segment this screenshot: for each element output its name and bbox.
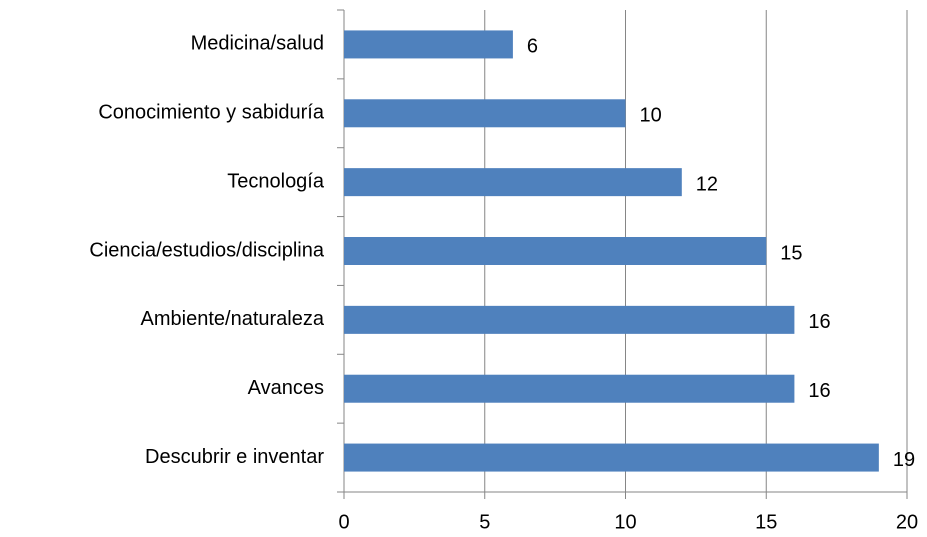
y-tick-label: Conocimiento y sabiduría: [98, 102, 325, 124]
y-tick-label: Medicina/salud: [191, 33, 324, 55]
data-label: 6: [527, 36, 538, 58]
bar: [344, 443, 879, 472]
bar: [344, 374, 795, 403]
x-tick-label: 20: [896, 511, 918, 533]
data-label: 10: [640, 105, 662, 127]
data-label: 15: [780, 242, 802, 264]
x-tick-label: 0: [338, 511, 349, 533]
x-tick-label: 15: [755, 511, 777, 533]
y-tick-label: Avances: [248, 377, 324, 399]
bar: [344, 305, 795, 334]
y-tick-label: Ambiente/naturaleza: [141, 308, 325, 330]
data-label: 19: [893, 449, 915, 471]
data-label: 12: [696, 173, 718, 195]
bar: [344, 99, 626, 128]
x-tick-label: 10: [614, 511, 636, 533]
y-tick-label: Tecnología: [227, 170, 325, 192]
data-label: 16: [808, 311, 830, 333]
bar: [344, 237, 767, 265]
y-tick-label: Descubrir e inventar: [145, 446, 324, 468]
x-tick-label: 5: [479, 511, 490, 533]
y-tick-label: Ciencia/estudios/disciplina: [89, 239, 324, 261]
bar: [344, 168, 682, 197]
data-label: 16: [808, 380, 830, 402]
bar: [344, 30, 513, 59]
